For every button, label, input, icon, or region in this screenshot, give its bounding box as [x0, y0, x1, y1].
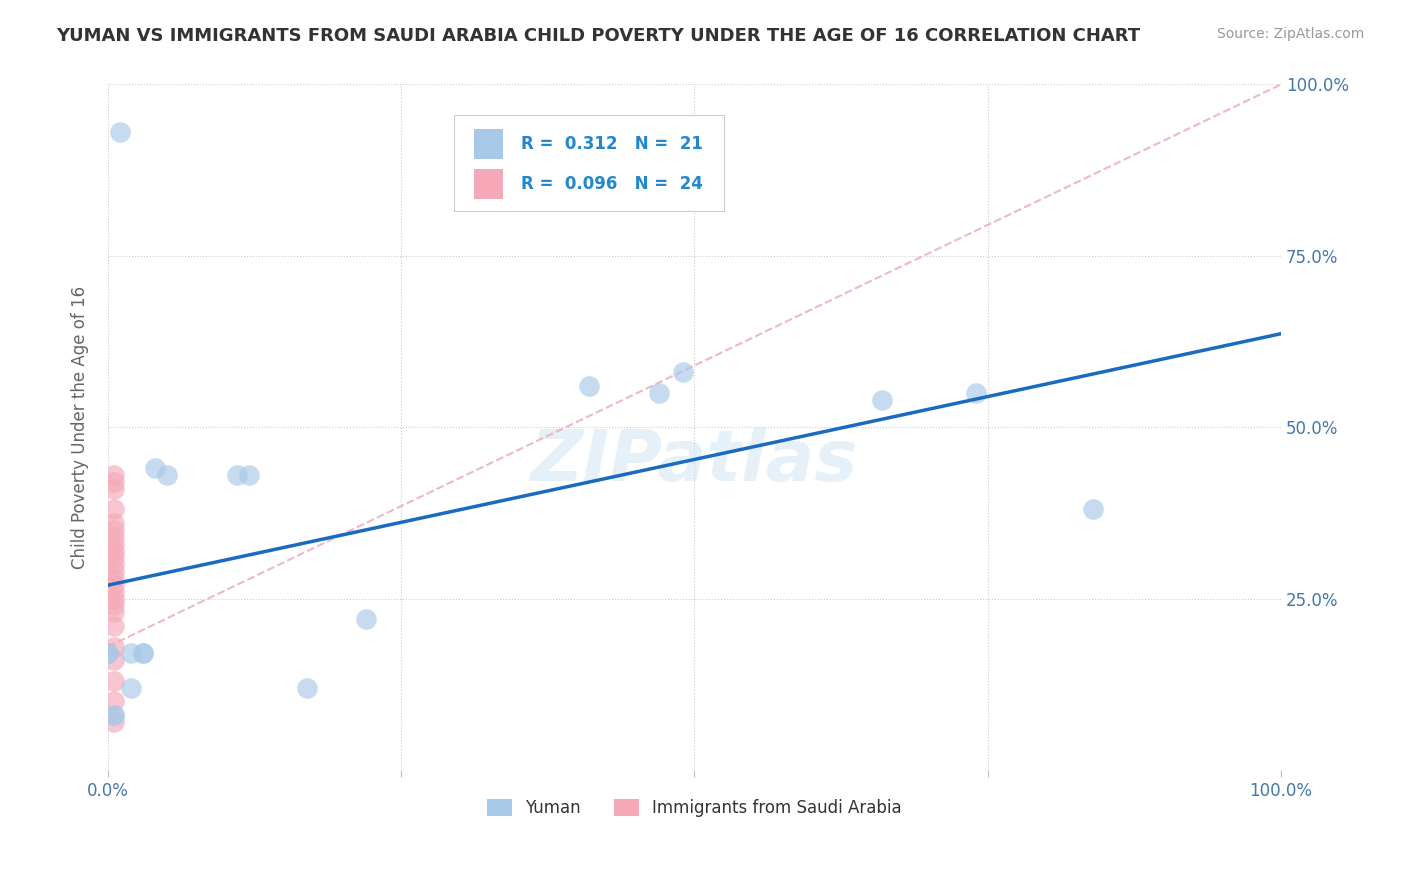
Point: [103, 516, 125, 531]
Text: ZIPatlas: ZIPatlas: [531, 427, 858, 496]
Point: [354, 612, 377, 626]
Point: [103, 530, 125, 544]
Point: [103, 653, 125, 667]
Point: [103, 599, 125, 613]
Y-axis label: Child Poverty Under the Age of 16: Child Poverty Under the Age of 16: [72, 285, 89, 569]
Point: [103, 673, 125, 688]
Point: [103, 708, 125, 723]
Point: [965, 386, 987, 401]
Point: [156, 468, 179, 483]
Point: [132, 647, 155, 661]
Point: [297, 681, 319, 695]
Point: [103, 558, 125, 572]
Text: Source: ZipAtlas.com: Source: ZipAtlas.com: [1216, 27, 1364, 41]
Point: [132, 647, 155, 661]
Point: [103, 482, 125, 496]
Text: R =  0.312   N =  21: R = 0.312 N = 21: [520, 135, 703, 153]
Point: [226, 468, 249, 483]
Point: [648, 386, 671, 401]
Point: [103, 619, 125, 633]
Point: [103, 523, 125, 537]
Point: [103, 502, 125, 516]
Point: [103, 543, 125, 558]
Point: [103, 708, 125, 723]
Point: [103, 605, 125, 619]
Point: [672, 365, 695, 379]
Point: [143, 461, 166, 475]
Point: [238, 468, 260, 483]
Point: [103, 571, 125, 585]
Point: [103, 468, 125, 483]
Point: [120, 681, 142, 695]
Point: [1083, 502, 1105, 516]
FancyBboxPatch shape: [454, 115, 724, 211]
Point: [108, 125, 131, 139]
FancyBboxPatch shape: [474, 169, 503, 199]
FancyBboxPatch shape: [474, 128, 503, 159]
Text: R =  0.096   N =  24: R = 0.096 N = 24: [520, 175, 703, 193]
Legend: Yuman, Immigrants from Saudi Arabia: Yuman, Immigrants from Saudi Arabia: [481, 792, 908, 823]
Point: [578, 379, 600, 393]
Point: [103, 550, 125, 565]
Point: [103, 640, 125, 654]
Text: YUMAN VS IMMIGRANTS FROM SAUDI ARABIA CHILD POVERTY UNDER THE AGE OF 16 CORRELAT: YUMAN VS IMMIGRANTS FROM SAUDI ARABIA CH…: [56, 27, 1140, 45]
Point: [103, 537, 125, 551]
Point: [870, 392, 893, 407]
Point: [103, 584, 125, 599]
Point: [103, 578, 125, 592]
Point: [103, 714, 125, 729]
Point: [103, 591, 125, 606]
Point: [120, 647, 142, 661]
Point: [103, 475, 125, 489]
Point: [103, 694, 125, 708]
Point: [97, 647, 120, 661]
Point: [103, 564, 125, 578]
Point: [97, 647, 120, 661]
